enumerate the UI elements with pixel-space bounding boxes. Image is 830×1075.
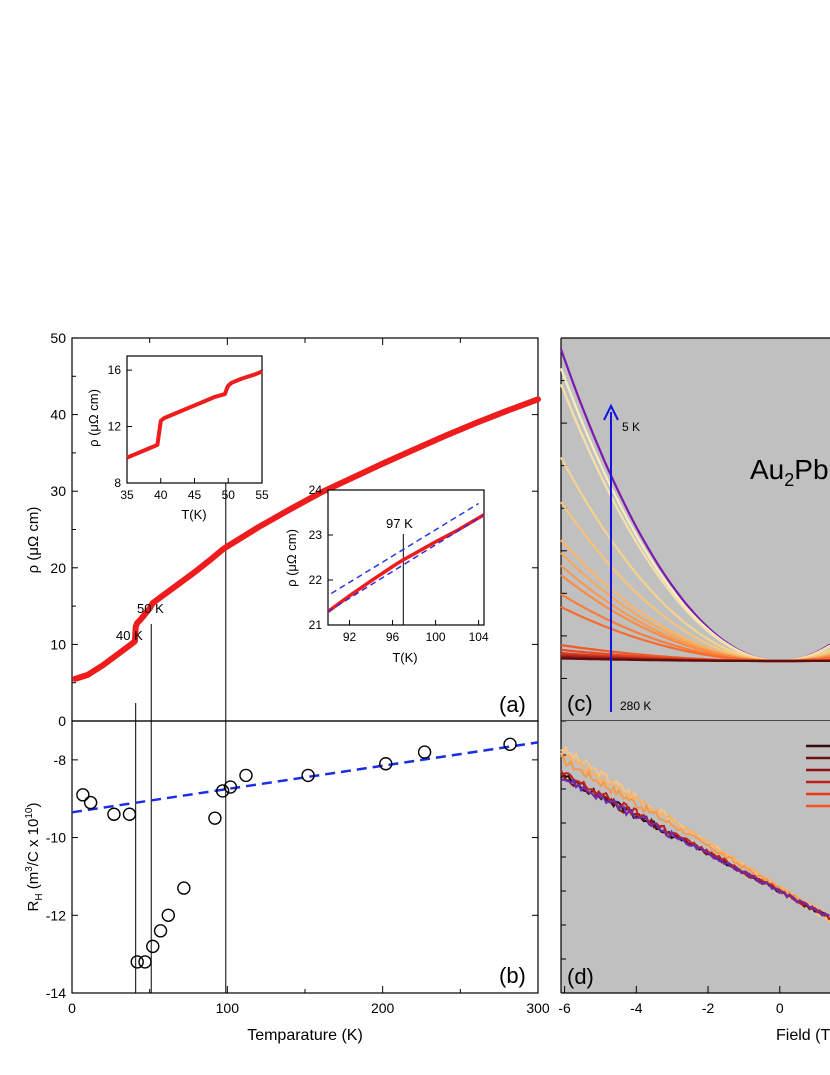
inset-2-xtick-label: 92 <box>343 630 357 644</box>
inset-2-xtick-label: 96 <box>386 630 400 644</box>
data-point <box>177 881 191 895</box>
panel-d-series-line <box>560 752 830 919</box>
inset-2-annotation: 97 K <box>386 516 413 531</box>
inset-2-series-fit <box>327 514 485 613</box>
inset-1-xtick-label: 45 <box>188 488 202 502</box>
panel-c-background <box>561 338 830 721</box>
inset-2-ytick-label: 23 <box>309 528 323 542</box>
panel-a-ylabel: ρ (μΩ cm) <box>25 507 42 574</box>
data-point <box>76 788 90 802</box>
panel-b-xtick-label: 0 <box>68 1000 76 1016</box>
panel-c-title: Au2Pb <box>750 454 829 490</box>
panel-a-ytick-label: 30 <box>50 483 66 499</box>
inset-2-series-red <box>326 513 485 613</box>
inset-1-ytick-label: 8 <box>114 476 121 490</box>
panel-c-arrow-bottom-label: 280 K <box>620 699 651 713</box>
inset-1-xtick-label: 55 <box>255 488 269 502</box>
panel-a-ytick-label: 40 <box>50 407 66 423</box>
panel-d-xtick-label: 0 <box>776 1000 784 1016</box>
panel-d: -6 -4 -2 0 (d) Field (T <box>558 720 830 1044</box>
panel-a-ytick-label: 0 <box>58 713 66 729</box>
data-point <box>223 780 238 794</box>
data-point <box>107 807 121 821</box>
inset-2: 92 96 100 104 21 22 23 24 97 K T(K) ρ (μΩ cm) <box>284 483 489 665</box>
panel-b-ytick-label: -10 <box>46 830 66 846</box>
inset-1-ytick-label: 12 <box>108 420 122 434</box>
panel-a-vline-label-50k: 50 K <box>137 601 164 616</box>
panel-b-ylabel: RH (m3/C x 1010) <box>24 803 45 912</box>
inset-2-xtick-label: 100 <box>426 630 446 644</box>
panel-a-label: (a) <box>499 692 526 717</box>
panel-d-xtick-label: -2 <box>702 1000 715 1016</box>
inset-1-ytick-label: 16 <box>108 363 122 377</box>
data-point <box>83 795 98 810</box>
panel-b-ytick-label: -14 <box>46 985 66 1001</box>
inset-2-xlabel: T(K) <box>392 650 417 665</box>
panel-a-ytick-label: 20 <box>50 560 66 576</box>
data-point <box>122 807 137 821</box>
panel-b-ytick-label: -8 <box>54 752 67 768</box>
panel-d-xlabel: Field (T <box>776 1027 830 1044</box>
inset-2-ytick-label: 22 <box>309 573 323 587</box>
panel-a-series-line <box>72 396 541 682</box>
panel-b-fit-line <box>71 741 539 814</box>
panel-b-xtick-label: 200 <box>371 1000 395 1016</box>
panel-b-xlabel: Temparature (K) <box>247 1027 363 1044</box>
panel-b: 0 100 200 300 -14 -12 -10 -8 (b) Temparature (K… <box>24 720 550 1044</box>
inset-1-ylabel: ρ (μΩ cm) <box>86 389 101 447</box>
inset-2-series-fit-upper <box>330 502 479 595</box>
panel-b-xtick-label: 100 <box>216 1000 240 1016</box>
data-point <box>161 908 176 922</box>
inset-1-frame <box>126 355 263 484</box>
data-point <box>215 784 230 798</box>
panel-d-series-line <box>560 778 830 917</box>
data-point <box>208 811 222 825</box>
inset-2-ytick-label: 21 <box>309 618 323 632</box>
inset-1-xtick-label: 35 <box>120 488 134 502</box>
panel-a-ytick-label: 10 <box>50 636 66 652</box>
panel-c-arrow-top-label: 5 K <box>622 420 640 434</box>
panel-d-xtick-label: -4 <box>630 1000 643 1016</box>
inset-1-series-line <box>126 369 263 460</box>
panel-c-arrow-head <box>603 403 619 421</box>
panel-b-label: (b) <box>499 963 526 988</box>
data-point <box>153 924 168 938</box>
inset-2-xtick-label: 104 <box>469 630 489 644</box>
panel-b-xtick-label: 300 <box>526 1000 550 1016</box>
inset-2-ytick-label: 24 <box>309 483 323 497</box>
panel-c-label: (c) <box>567 691 593 716</box>
panel-a-ytick-label: 50 <box>50 330 66 346</box>
inset-2-ylabel: ρ (μΩ cm) <box>284 529 299 587</box>
data-point <box>130 955 144 969</box>
panel-d-series-line <box>560 754 830 921</box>
panel-b-frame <box>71 720 539 994</box>
inset-1-xtick-label: 50 <box>222 488 236 502</box>
panel-a: 0 10 20 30 40 50 40 K 50 K ρ (μΩ cm) (a) 35 40… <box>25 330 541 993</box>
inset-1-xtick-label: 40 <box>154 488 168 502</box>
data-point <box>503 737 517 752</box>
data-point <box>417 745 432 759</box>
data-point <box>146 939 160 954</box>
panel-a-vline-label-40k: 40 K <box>116 628 143 643</box>
panel-d-background <box>561 721 830 993</box>
panel-d-label: (d) <box>567 964 594 989</box>
inset-1: 35 40 45 50 55 8 12 16 T(K) ρ (μΩ cm) <box>86 355 269 522</box>
panel-c-series-line <box>561 657 830 663</box>
data-point <box>138 955 152 969</box>
panel-d-xtick-label: -6 <box>558 1000 571 1016</box>
data-point <box>239 768 253 783</box>
data-point <box>379 757 393 771</box>
panel-c: 5 K 280 K Au2Pb (c) <box>559 337 830 722</box>
panel-b-ytick-label: -12 <box>46 907 66 923</box>
data-point <box>301 768 315 783</box>
inset-1-xlabel: T(K) <box>181 507 206 522</box>
